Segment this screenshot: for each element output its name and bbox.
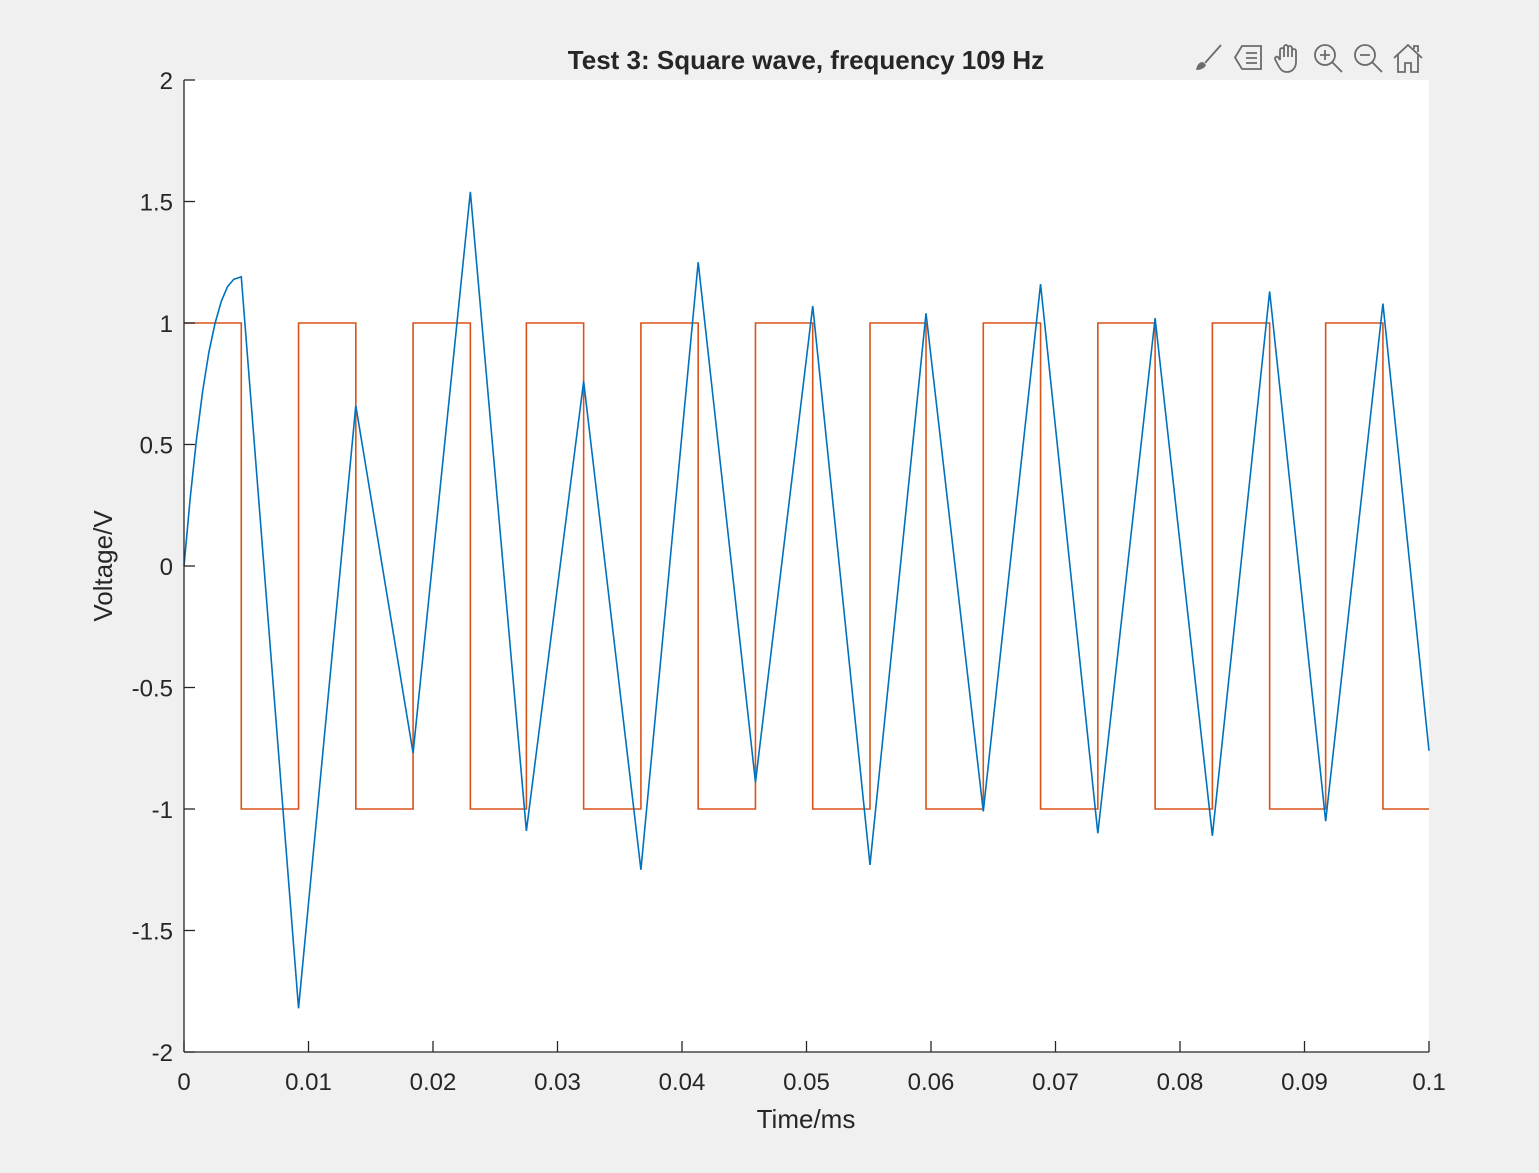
zoom-in-icon (1314, 44, 1343, 73)
series-line-2 (184, 322, 1429, 810)
x-tick-label: 0.1 (1412, 1069, 1445, 1096)
y-tick-label: 0 (160, 554, 173, 581)
pan-icon (1274, 44, 1297, 73)
y-tick-label: 2 (160, 68, 173, 95)
axes-toolbar (1190, 38, 1430, 78)
y-tick-label: -2 (152, 1040, 173, 1067)
y-axis-label: Voltage/V (88, 510, 118, 622)
axes-layer: 0 0.01 0.02 0.03 0.04 0.05 0.06 0.07 0.08 0.09 0.1… (132, 68, 1446, 1096)
zoom-in-button[interactable] (1310, 40, 1346, 76)
x-tick-label: 0 (177, 1069, 190, 1096)
y-tick-label: 1 (160, 311, 173, 338)
zoom-out-button[interactable] (1350, 40, 1386, 76)
y-tick-label: 1.5 (140, 190, 173, 217)
y-tick-label: 0.5 (140, 433, 173, 460)
x-tick-label: 0.09 (1281, 1069, 1328, 1096)
y-tick-label: -1 (152, 797, 173, 824)
home-button[interactable] (1390, 40, 1426, 76)
x-tick-label: 0.01 (285, 1069, 332, 1096)
series-line-1 (183, 191, 1430, 1009)
y-tick-label: -0.5 (132, 676, 173, 703)
x-tick-label: 0.08 (1157, 1069, 1204, 1096)
home-icon (1393, 43, 1423, 73)
chart-title: Test 3: Square wave, frequency 109 Hz (568, 45, 1044, 75)
axes-background (184, 80, 1429, 1052)
series-layer (183, 191, 1430, 1009)
brush-button[interactable] (1190, 40, 1226, 76)
x-axis-label: Time/ms (757, 1104, 856, 1134)
x-tick-label: 0.06 (908, 1069, 955, 1096)
brush-icon (1196, 44, 1222, 70)
x-tick-label: 0.03 (534, 1069, 581, 1096)
data-tips-button[interactable] (1230, 40, 1266, 76)
data-tips-icon (1233, 45, 1262, 70)
pan-button[interactable] (1270, 40, 1306, 76)
x-tick-label: 0.04 (659, 1069, 706, 1096)
zoom-out-icon (1354, 44, 1383, 73)
x-tick-label: 0.05 (783, 1069, 830, 1096)
x-tick-label: 0.07 (1032, 1069, 1079, 1096)
y-tick-label: -1.5 (132, 919, 173, 946)
x-tick-label: 0.02 (410, 1069, 457, 1096)
